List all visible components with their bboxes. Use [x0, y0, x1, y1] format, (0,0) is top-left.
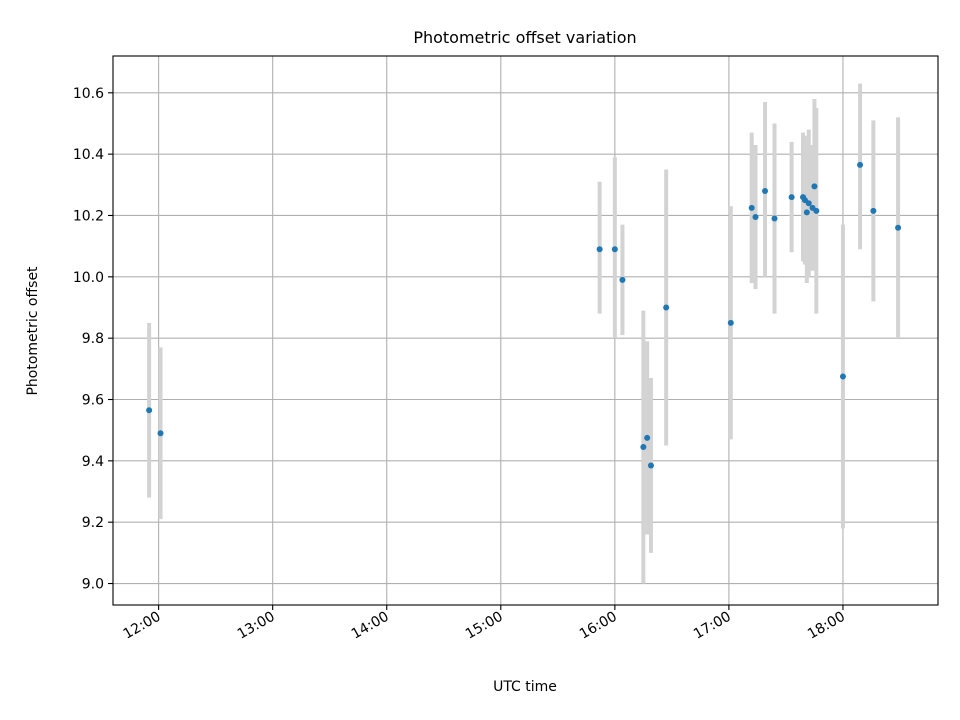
y-tick-label: 10.0 — [73, 270, 104, 286]
data-point — [857, 161, 864, 168]
data-point — [752, 214, 759, 221]
data-point — [596, 246, 603, 253]
data-point — [157, 430, 164, 437]
y-tick-label: 9.8 — [82, 331, 104, 347]
data-point — [748, 204, 755, 211]
y-axis-label: Photometric offset — [25, 266, 41, 396]
y-tick-label: 10.4 — [73, 147, 104, 163]
data-point — [663, 304, 670, 311]
data-point — [640, 444, 647, 451]
data-point — [762, 187, 769, 194]
y-tick-label: 9.4 — [82, 454, 104, 470]
plot-frame — [112, 55, 939, 606]
data-point — [771, 215, 778, 222]
data-point — [644, 434, 651, 441]
data-point — [803, 209, 810, 216]
data-point — [611, 246, 618, 253]
grid — [113, 56, 938, 605]
y-tick-label: 10.6 — [73, 86, 104, 102]
data-point — [839, 373, 846, 380]
y-tick-label: 10.2 — [73, 208, 104, 224]
x-axis-label: UTC time — [493, 679, 557, 695]
data-point — [146, 407, 153, 414]
data-points — [146, 161, 902, 469]
data-point — [647, 462, 654, 469]
data-point — [727, 319, 734, 326]
data-point — [619, 276, 626, 283]
data-point — [811, 183, 818, 190]
y-tick-label: 9.6 — [82, 393, 104, 409]
data-point — [788, 194, 795, 201]
data-point — [895, 224, 902, 231]
chart-title: Photometric offset variation — [413, 28, 636, 47]
data-point — [813, 207, 820, 214]
data-point — [870, 207, 877, 214]
y-tick-label: 9.2 — [82, 515, 104, 531]
data-point — [805, 200, 812, 207]
y-tick-label: 9.0 — [82, 577, 104, 593]
